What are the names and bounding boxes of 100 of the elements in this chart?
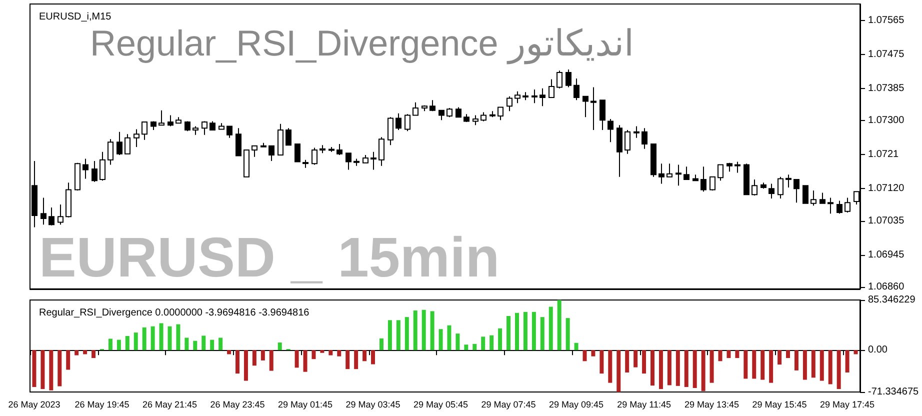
candlestick: [346, 152, 352, 170]
candlestick: [370, 151, 376, 170]
bar: [658, 350, 663, 390]
candlestick: [378, 136, 384, 166]
candlestick: [768, 183, 774, 199]
bar: [371, 350, 376, 364]
candlestick: [456, 106, 462, 118]
bar: [159, 323, 164, 350]
bar: [735, 350, 740, 358]
bar: [692, 350, 697, 388]
bar: [58, 350, 62, 386]
bar: [523, 312, 528, 350]
x-tick-label: 26 May 21:45: [142, 400, 198, 410]
candlestick: [438, 110, 444, 121]
bar: [472, 344, 477, 350]
bar: [438, 329, 443, 350]
y-tick-label: 1.07475: [868, 48, 905, 60]
candlestick: [828, 197, 834, 214]
bar: [811, 350, 816, 378]
candlestick: [794, 179, 800, 204]
candlestick: [446, 108, 452, 118]
bar: [379, 338, 384, 350]
bar: [92, 350, 96, 358]
bar: [244, 350, 248, 381]
bar: [802, 350, 807, 380]
candlestick: [540, 88, 546, 107]
bar: [142, 327, 146, 350]
candlestick: [676, 164, 682, 186]
bar: [684, 350, 688, 387]
bar: [794, 350, 798, 370]
candlestick: [48, 207, 54, 226]
candlestick: [600, 100, 606, 130]
candlestick: [396, 112, 402, 130]
candlestick: [532, 89, 538, 104]
candlestick: [158, 110, 164, 126]
candlestick: [778, 176, 784, 199]
bar: [760, 350, 765, 380]
x-tick-label: 29 May 07:45: [481, 400, 536, 410]
bar: [184, 338, 189, 350]
bar: [718, 350, 722, 362]
candlestick: [498, 106, 504, 121]
bar: [744, 350, 748, 379]
y-tick-label: 1.07565: [868, 14, 905, 26]
candlestick: [202, 120, 208, 136]
candlestick: [642, 128, 648, 150]
bar: [540, 317, 544, 350]
bar: [218, 338, 223, 350]
bar: [642, 350, 646, 374]
bar: [557, 300, 562, 350]
bar: [176, 324, 180, 350]
candlestick: [286, 128, 292, 146]
candlestick: [404, 114, 410, 132]
bar: [752, 350, 756, 379]
bar: [168, 326, 172, 350]
y-tick-label: 85.346229: [868, 294, 916, 306]
candlestick: [236, 128, 242, 156]
candlestick: [92, 160, 98, 182]
bar: [625, 350, 630, 372]
bar: [481, 336, 486, 350]
candlestick: [514, 90, 520, 104]
candlestick: [820, 192, 826, 204]
bar: [828, 350, 832, 384]
bar: [854, 350, 858, 354]
x-tick-label: 26 May 19:45: [74, 400, 130, 410]
bar: [337, 350, 342, 356]
candlestick: [666, 163, 672, 178]
candlestick: [734, 161, 740, 174]
y-tick-label: 1.06945: [868, 249, 905, 260]
bar: [396, 320, 400, 350]
candlestick: [252, 145, 258, 158]
bar: [74, 350, 79, 356]
candlestick: [124, 134, 130, 154]
bar: [710, 350, 714, 383]
x-tick-label: 29 May 11:45: [617, 400, 671, 410]
candlestick: [844, 197, 850, 213]
candlestick: [556, 70, 562, 89]
bar: [820, 350, 824, 381]
bar: [608, 350, 612, 383]
candlestick: [658, 163, 664, 184]
x-tick-label: 29 May 17:45: [820, 400, 875, 410]
candlestick: [226, 126, 232, 138]
bar: [202, 336, 206, 350]
bar: [836, 350, 841, 390]
x-tick-label: 26 May 23:45: [210, 400, 265, 410]
candlestick: [574, 78, 580, 101]
candlestick: [312, 147, 318, 166]
bar: [506, 316, 511, 350]
bar: [404, 317, 409, 350]
bar: [134, 332, 138, 350]
bar: [49, 350, 54, 390]
bar: [362, 350, 367, 362]
candlestick: [590, 86, 596, 130]
bar: [430, 311, 434, 350]
bar: [346, 350, 350, 370]
bar: [40, 350, 45, 390]
bar: [582, 350, 587, 362]
x-tick-label: 29 May 05:45: [413, 400, 468, 410]
bar: [676, 350, 680, 386]
y-tick-label: 1.06860: [868, 282, 905, 292]
candlestick: [116, 131, 122, 156]
